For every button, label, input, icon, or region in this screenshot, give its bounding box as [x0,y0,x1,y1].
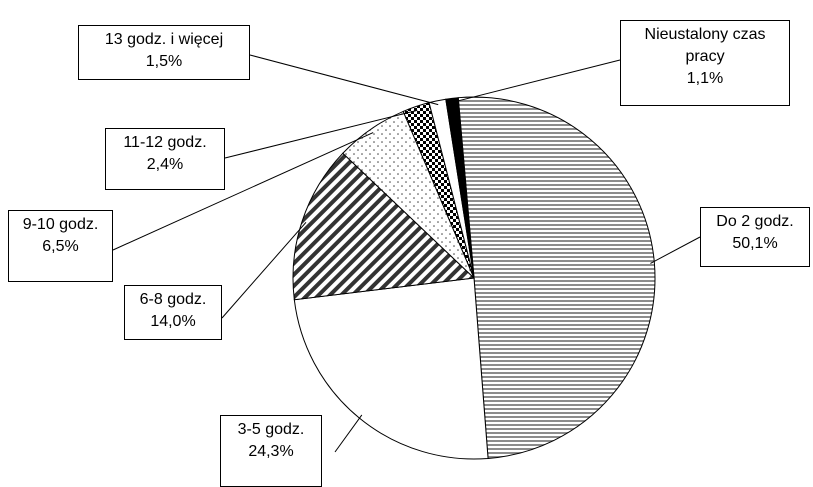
leader-line [224,109,418,159]
slice-label: 11-12 godz. 2,4% [105,128,225,190]
pie-slice [445,97,475,279]
category-name: 3-5 godz. [237,421,305,438]
category-name: 9-10 godz. [22,216,99,233]
category-name: Do 2 godz. [716,213,794,230]
leader-line [334,414,363,453]
slice-label: 9-10 godz. 6,5% [8,210,113,282]
value-label: 2,4% [146,156,184,173]
category-name: 6-8 godz. [139,291,207,308]
pie-slice [457,96,656,459]
slice-label: 3-5 godz. 24,3% [220,415,322,487]
slice-label: 6-8 godz. 14,0% [124,285,222,340]
leader-line [112,132,374,251]
value-label: 14,0% [150,313,196,330]
leader-line [650,236,701,264]
leader-line [452,59,621,103]
slice-label: Nieustalony czas pracy 1,1% [620,20,790,106]
leader-line [221,221,307,319]
value-label: 1,5% [145,53,183,70]
slice-label: 13 godz. i więcej 1,5% [78,25,250,80]
value-label: 24,3% [248,443,294,460]
value-label: 50,1% [732,235,778,252]
leader-line [249,54,439,106]
category-name: Nieustalony czas pracy [644,26,766,65]
pie-slice [292,152,476,301]
category-name: 11-12 godz. [123,134,207,151]
value-label: 1,1% [686,70,724,87]
slice-label: Do 2 godz. 50,1% [700,207,810,267]
category-name: 13 godz. i więcej [104,31,224,48]
pie-slice [293,277,489,460]
value-label: 6,5% [42,238,79,255]
